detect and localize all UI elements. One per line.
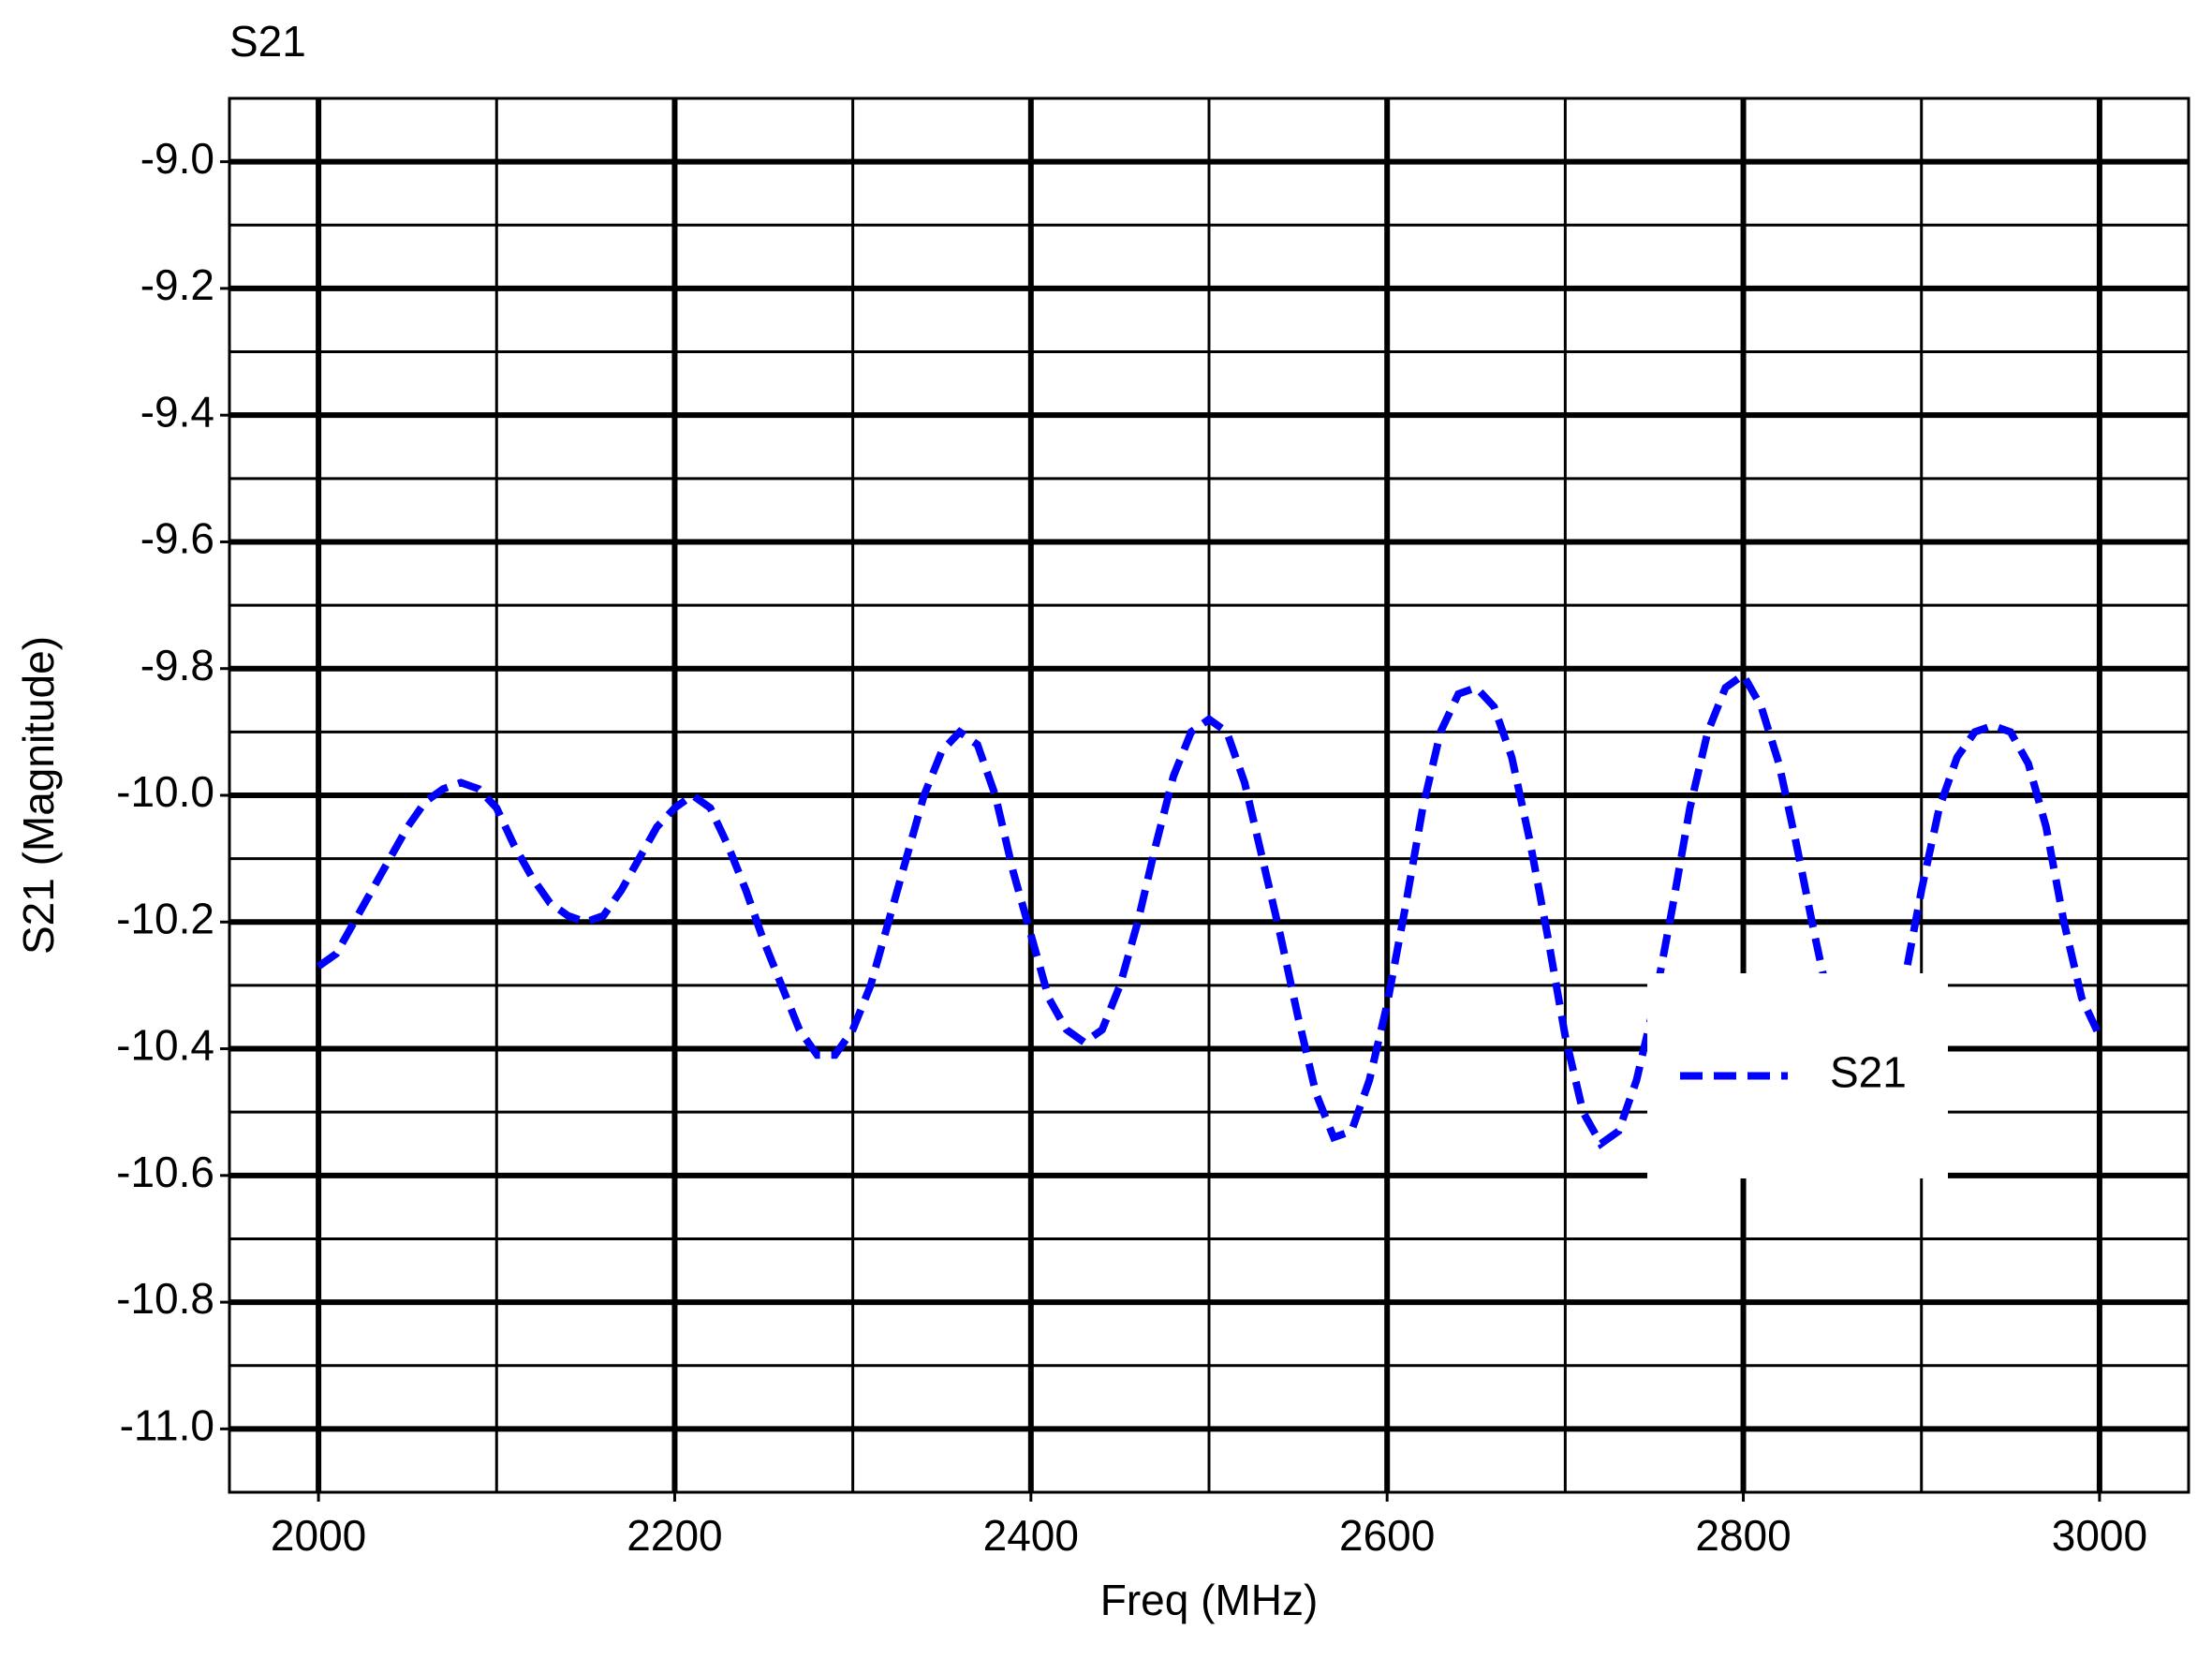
y-tick-label: -9.8	[140, 641, 214, 689]
y-tick-label: -11.0	[120, 1401, 214, 1450]
x-tick-label: 2400	[983, 1511, 1079, 1560]
y-tick-label: -10.4	[116, 1021, 214, 1070]
x-tick-label: 2000	[271, 1511, 366, 1560]
y-tick-label: -10.0	[116, 767, 214, 816]
y-tick-label: -10.6	[116, 1148, 214, 1196]
chart-title: S21	[229, 17, 306, 66]
y-tick-label: -9.0	[140, 134, 214, 183]
x-tick-label: 3000	[2052, 1511, 2147, 1560]
legend-label: S21	[1830, 1048, 1907, 1097]
y-tick-label: -10.8	[116, 1274, 214, 1323]
x-tick-label: 2800	[1695, 1511, 1791, 1560]
x-axis-label: Freq (MHz)	[1100, 1576, 1319, 1624]
data-line	[316, 669, 2103, 1149]
x-tick-label: 2200	[627, 1511, 722, 1560]
plot-frame	[228, 96, 2190, 1494]
y-tick-label: -9.4	[140, 387, 214, 436]
x-tick-label: 2600	[1339, 1511, 1435, 1560]
y-tick-label: -9.6	[140, 514, 214, 563]
y-axis-label: S21 (Magnitude)	[14, 636, 63, 955]
y-tick-label: -9.2	[140, 260, 214, 309]
y-tick-label: -10.2	[116, 894, 214, 942]
